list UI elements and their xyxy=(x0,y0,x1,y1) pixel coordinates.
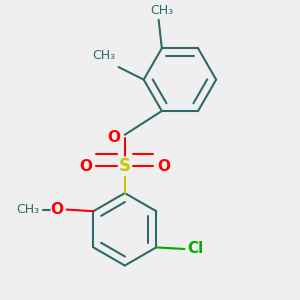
Text: O: O xyxy=(50,202,64,217)
Text: O: O xyxy=(107,130,120,146)
Text: O: O xyxy=(158,159,171,174)
Text: O: O xyxy=(79,159,92,174)
Text: CH₃: CH₃ xyxy=(150,4,173,17)
Text: Cl: Cl xyxy=(188,242,204,256)
Text: CH₃: CH₃ xyxy=(17,203,40,216)
Text: CH₃: CH₃ xyxy=(92,49,115,62)
Text: S: S xyxy=(119,157,131,175)
